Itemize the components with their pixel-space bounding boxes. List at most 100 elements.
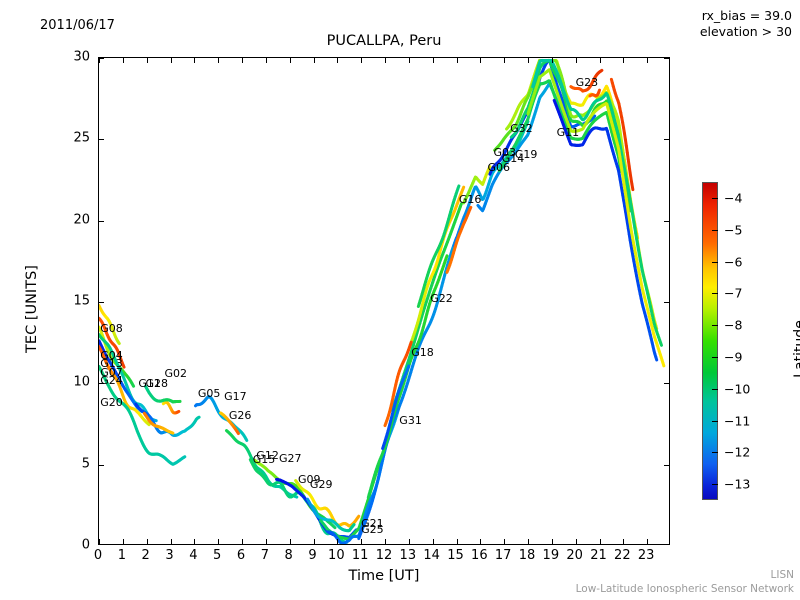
satellite-label-G27: G27 bbox=[278, 451, 302, 465]
satellite-track-G02 bbox=[161, 400, 181, 415]
satellite-track-G14 bbox=[497, 79, 623, 173]
x-tick-3 bbox=[170, 58, 172, 63]
satellite-track-G28 bbox=[142, 411, 175, 435]
satellite-label-G12: G12 bbox=[256, 448, 279, 462]
y-tick-label-10: 10 bbox=[73, 374, 90, 390]
y-tick-5 bbox=[664, 464, 669, 466]
y-tick-label-30: 30 bbox=[73, 49, 90, 65]
satellite-label-G32: G32 bbox=[510, 121, 533, 135]
x-tick-2 bbox=[146, 58, 148, 63]
colorbar-tick-label--13: −13 bbox=[724, 476, 751, 492]
date-label: 2011/06/17 bbox=[40, 18, 115, 33]
y-tick-15 bbox=[99, 302, 104, 303]
x-tick-6 bbox=[242, 58, 243, 63]
x-tick-label-3: 3 bbox=[165, 548, 174, 563]
watermark-acronym: LISN bbox=[770, 568, 794, 581]
satellite-track-G19c bbox=[526, 68, 666, 368]
x-tick-label-1: 1 bbox=[117, 548, 126, 563]
satellite-label-G23: G23 bbox=[575, 76, 599, 90]
x-tick-2 bbox=[146, 539, 148, 544]
satellite-label-G31: G31 bbox=[399, 414, 422, 428]
y-tick-20 bbox=[99, 220, 104, 222]
x-tick-12 bbox=[385, 539, 386, 544]
colorbar-tick-label--6: −6 bbox=[724, 254, 743, 269]
satellite-label-G04: G04 bbox=[100, 349, 123, 363]
x-tick-4 bbox=[194, 58, 196, 63]
satellite-track-G32b bbox=[445, 205, 473, 274]
satellite-track-G31 bbox=[357, 236, 458, 541]
satellite-track-G16b bbox=[462, 165, 492, 205]
satellite-track-G13c bbox=[99, 316, 126, 369]
x-tick-10 bbox=[337, 539, 339, 544]
x-tick-7 bbox=[265, 539, 267, 544]
satellite-label-G11b: G11 bbox=[556, 126, 580, 140]
y-tick-25 bbox=[99, 139, 104, 141]
colorbar-tick--13 bbox=[712, 484, 718, 486]
satellite-label-G03: G03 bbox=[493, 145, 516, 159]
x-tick-17 bbox=[504, 539, 506, 544]
satellite-label-G05: G05 bbox=[197, 386, 221, 400]
x-axis-title: Time [UT] bbox=[348, 568, 420, 584]
x-tick-label-6: 6 bbox=[236, 548, 246, 563]
colorbar-tick--6 bbox=[712, 261, 718, 263]
satellite-track-G02b bbox=[143, 384, 182, 404]
x-tick-8 bbox=[289, 539, 291, 544]
colorbar-tick-label--12: −12 bbox=[724, 444, 751, 460]
satellite-label-G11: G11 bbox=[138, 376, 161, 390]
x-tick-label-4: 4 bbox=[189, 548, 198, 563]
satellite-label-G17: G17 bbox=[224, 389, 247, 403]
satellite-track-G23b bbox=[609, 77, 635, 192]
x-tick-1 bbox=[122, 58, 124, 63]
satellite-track-G15 bbox=[248, 458, 349, 544]
satellite-track-G04c bbox=[381, 364, 411, 450]
x-tick-18 bbox=[528, 539, 529, 544]
x-tick-22 bbox=[623, 539, 625, 544]
colorbar-tick-label--4: −4 bbox=[724, 190, 743, 206]
y-tick-label-15: 15 bbox=[73, 293, 90, 309]
y-tick-20 bbox=[664, 220, 669, 222]
x-tick-13 bbox=[408, 539, 410, 544]
x-tick-3 bbox=[170, 539, 172, 544]
x-tick-20 bbox=[575, 539, 577, 544]
x-tick-17 bbox=[504, 58, 506, 63]
x-tick-label-18: 18 bbox=[518, 548, 536, 563]
y-tick-label-20: 20 bbox=[73, 212, 90, 228]
x-tick-7 bbox=[265, 58, 267, 63]
colorbar-tick--11 bbox=[712, 420, 718, 422]
observation-parameters: rx_bias = 39.0 elevation > 30 bbox=[700, 8, 792, 39]
x-tick-18 bbox=[528, 58, 529, 63]
satellite-label-G09: G09 bbox=[298, 472, 321, 486]
x-tick-label-20: 20 bbox=[566, 548, 583, 563]
satellite-track-G23c bbox=[588, 88, 601, 98]
x-tick-16 bbox=[480, 539, 482, 544]
tec-traces bbox=[99, 58, 666, 544]
satellite-label-G13: G13 bbox=[100, 357, 123, 371]
colorbar-tick-label--5: −5 bbox=[724, 222, 743, 238]
y-tick-25 bbox=[664, 139, 669, 141]
satellite-track-G22b bbox=[416, 184, 461, 308]
satellite-track-G11b bbox=[552, 98, 659, 362]
x-tick-6 bbox=[242, 539, 243, 544]
satellite-label-G24: G24 bbox=[100, 373, 123, 387]
colorbar-tick-label--11: −11 bbox=[724, 413, 751, 428]
x-tick-9 bbox=[313, 58, 315, 63]
y-tick-label-0: 0 bbox=[81, 537, 90, 553]
x-tick-label-9: 9 bbox=[308, 548, 317, 563]
colorbar-tick-label--9: −9 bbox=[724, 349, 743, 365]
x-tick-label-16: 16 bbox=[471, 548, 488, 563]
y-tick-10 bbox=[664, 383, 669, 385]
satellite-track-G24 bbox=[99, 345, 151, 427]
y-tick-5 bbox=[99, 464, 104, 466]
y-tick-15 bbox=[664, 302, 669, 303]
satellite-label-G28: G28 bbox=[145, 376, 168, 390]
x-tick-label-8: 8 bbox=[284, 548, 293, 563]
x-tick-label-23: 23 bbox=[637, 548, 655, 563]
satellite-label-G25: G25 bbox=[361, 523, 384, 537]
satellite-track-G06b bbox=[493, 58, 659, 331]
satellite-label-G16: G16 bbox=[458, 193, 482, 207]
satellite-label-G21: G21 bbox=[361, 516, 384, 530]
satellite-track-G07c bbox=[383, 340, 413, 428]
x-tick-11 bbox=[361, 539, 363, 544]
x-tick-label-12: 12 bbox=[375, 548, 393, 563]
colorbar-tick--10 bbox=[712, 388, 718, 390]
